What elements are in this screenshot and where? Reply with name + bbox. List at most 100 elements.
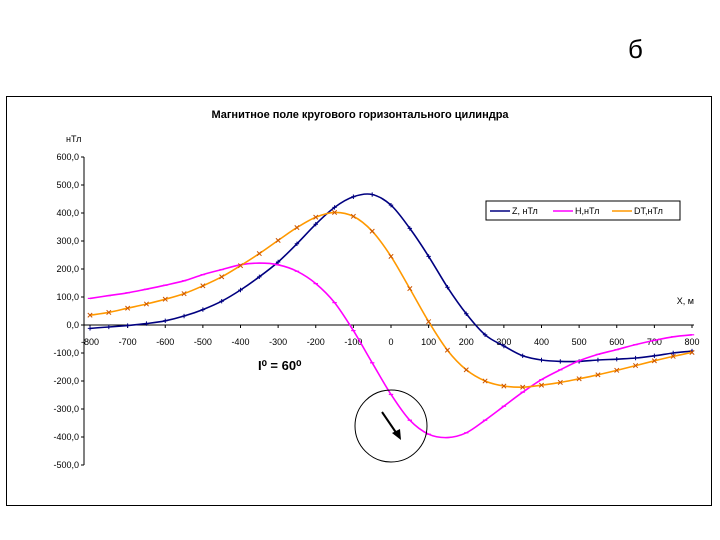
x-tick-label: -600 — [156, 337, 174, 347]
x-tick-group: -800 -700 -600 -500 -400 -300 -200 -100 0 100 200 3… — [81, 325, 700, 347]
legend-item: DT,нТл — [612, 206, 663, 216]
data-point — [294, 241, 300, 246]
y-tick-label: 500,0 — [56, 180, 79, 190]
cylinder-cross-section — [354, 389, 428, 463]
data-point — [275, 259, 281, 265]
data-point — [558, 359, 563, 364]
legend-item: H,нТл — [553, 206, 599, 216]
y-tick-label: 200,0 — [56, 264, 79, 274]
magnetization-arrowhead-icon — [392, 429, 401, 440]
data-point — [106, 324, 112, 330]
x-tick-label: -500 — [194, 337, 212, 347]
x-tick-label: 100 — [421, 337, 436, 347]
x-tick-label: 0 — [388, 337, 393, 347]
legend: Z, нТл H,нТл DT,нТл — [485, 200, 681, 221]
x-tick-label: -100 — [344, 337, 362, 347]
data-point — [143, 301, 149, 307]
x-tick-label: -700 — [119, 337, 137, 347]
legend-item: Z, нТл — [490, 206, 538, 216]
data-point — [407, 226, 413, 231]
data-point — [238, 287, 243, 293]
data-point — [520, 353, 525, 358]
data-point — [445, 285, 450, 290]
data-point — [388, 253, 394, 259]
magnetization-arrow-icon — [381, 411, 398, 435]
y-tick-label: -300,0 — [53, 404, 79, 414]
x-tick-label: 200 — [459, 337, 474, 347]
y-tick-group: 600,0 500,0 400,0 300,0 200,0 100,0 0,0 -100,0 -… — [53, 152, 84, 470]
data-point — [633, 355, 638, 361]
data-point — [482, 378, 488, 384]
data-point — [162, 296, 168, 302]
y-tick-label: 400,0 — [56, 208, 79, 218]
data-point — [219, 274, 225, 280]
data-point — [633, 363, 639, 369]
series-line — [89, 211, 693, 389]
legend-label: DT,нТл — [634, 206, 663, 216]
data-point — [689, 349, 695, 355]
legend-box — [485, 200, 681, 221]
legend-label: Z, нТл — [512, 206, 538, 216]
data-point — [257, 274, 262, 280]
x-tick-label: 800 — [684, 337, 699, 347]
data-point — [614, 367, 620, 373]
series-2 — [87, 209, 695, 390]
inclination-annotation: I⁰ = 60⁰ — [258, 358, 302, 373]
data-point — [426, 319, 432, 325]
data-point — [87, 312, 93, 318]
data-point — [464, 311, 469, 316]
y-tick-label: 600,0 — [56, 152, 79, 162]
data-point — [313, 222, 318, 227]
data-point — [256, 251, 262, 257]
series-0 — [87, 192, 695, 364]
data-point — [482, 332, 488, 337]
data-point — [463, 367, 469, 373]
x-tick-label: -200 — [307, 337, 325, 347]
x-tick-label: 600 — [609, 337, 624, 347]
data-point — [351, 194, 356, 199]
data-point — [576, 376, 582, 382]
series-line — [89, 262, 693, 439]
data-point — [501, 383, 507, 389]
y-tick-label: 300,0 — [56, 236, 79, 246]
data-point — [388, 202, 394, 208]
data-point — [106, 309, 112, 315]
data-point — [369, 228, 375, 234]
chart-title: Магнитное поле кругового горизонтального… — [211, 109, 509, 121]
data-point — [501, 343, 507, 349]
data-point — [426, 254, 431, 259]
data-point — [125, 305, 131, 311]
data-point — [313, 214, 319, 220]
data-point — [125, 323, 130, 328]
series-1 — [87, 262, 695, 439]
data-point — [651, 358, 657, 364]
y-tick-label: -500,0 — [53, 460, 79, 470]
data-point — [163, 318, 168, 323]
y-tick-label: -400,0 — [53, 432, 79, 442]
data-point — [144, 321, 149, 326]
y-tick-label: -200,0 — [53, 376, 79, 386]
data-point — [219, 299, 224, 304]
legend-label: H,нТл — [575, 206, 599, 216]
data-point — [557, 379, 563, 385]
data-point — [294, 225, 300, 231]
x-axis-label: X, м — [677, 296, 694, 306]
data-point — [332, 205, 337, 210]
data-point — [670, 350, 676, 356]
y-tick-label: 100,0 — [56, 292, 79, 302]
chart-frame — [6, 96, 712, 506]
y-tick-label: 0,0 — [66, 320, 79, 330]
data-point — [538, 382, 545, 388]
data-point — [369, 192, 375, 197]
data-point — [237, 263, 244, 269]
x-tick-label: 500 — [572, 337, 587, 347]
x-tick-label: 300 — [496, 337, 511, 347]
data-point — [407, 286, 413, 292]
data-point — [614, 356, 619, 362]
x-tick-label: 400 — [534, 337, 549, 347]
data-point — [595, 372, 601, 378]
data-point — [200, 307, 206, 312]
corner-letter: б — [628, 34, 643, 64]
x-tick-label: -400 — [231, 337, 249, 347]
